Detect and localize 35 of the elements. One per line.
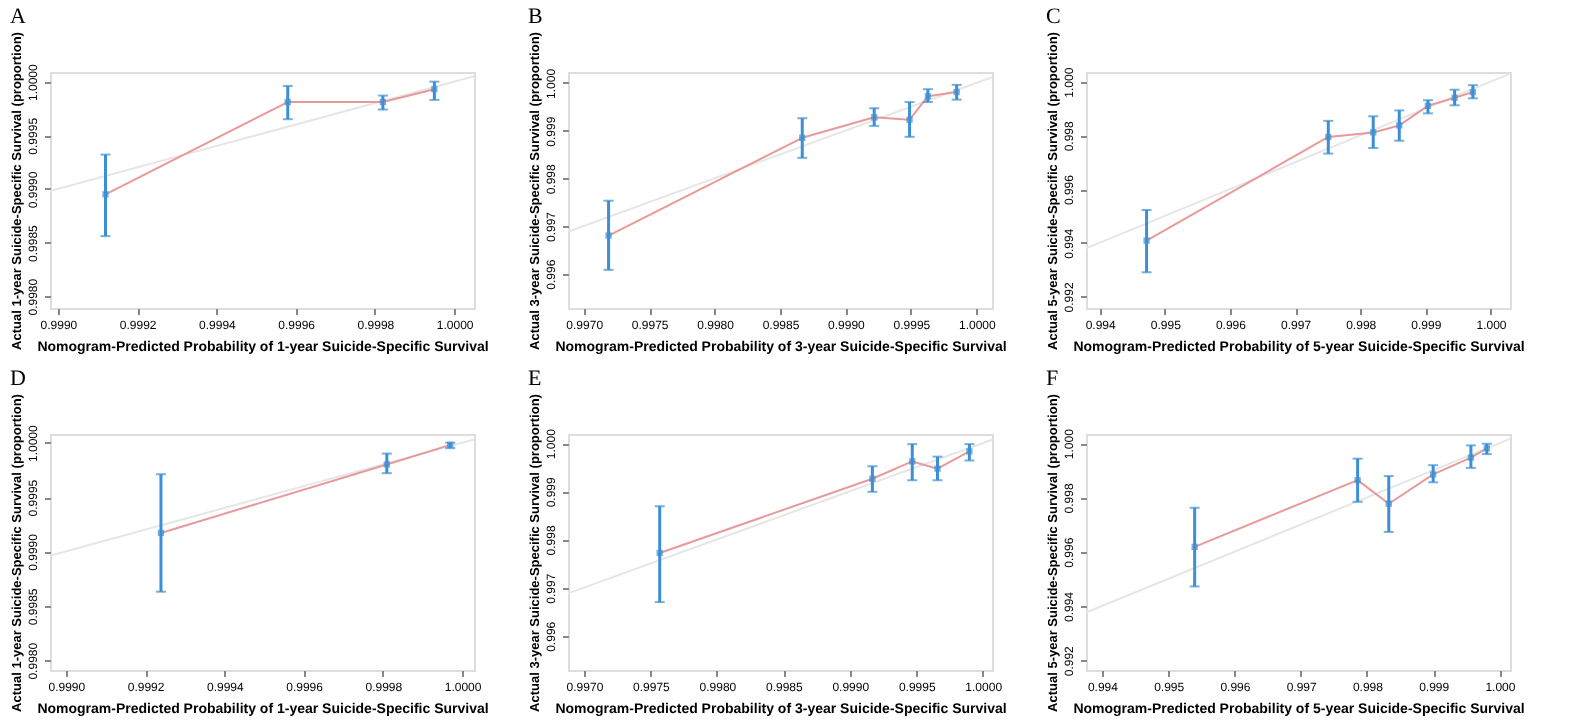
point: [906, 116, 913, 123]
chart-title: D: [10, 367, 26, 392]
point: [157, 529, 165, 537]
chart-title: A: [10, 5, 26, 30]
chart-title: F: [1046, 367, 1059, 392]
line-series: [658, 450, 971, 554]
point: [871, 114, 878, 121]
point: [966, 448, 973, 455]
chart-title: B: [528, 5, 543, 30]
point: [1451, 94, 1458, 101]
line-series: [607, 91, 958, 237]
point: [431, 86, 438, 93]
line-series: [1193, 447, 1488, 548]
chart-title: C: [1046, 5, 1061, 30]
point: [605, 232, 612, 239]
point: [102, 191, 109, 198]
point: [1325, 133, 1332, 141]
point: [1396, 122, 1403, 129]
point: [799, 134, 806, 141]
point: [1424, 102, 1432, 109]
chart-title: E: [528, 367, 542, 392]
point: [1191, 543, 1198, 551]
point: [284, 98, 291, 106]
point: [1143, 237, 1150, 244]
point: [383, 461, 390, 468]
point: [1467, 454, 1475, 461]
line-series: [1145, 91, 1474, 242]
point: [1354, 476, 1361, 484]
point: [1370, 129, 1377, 136]
point: [934, 465, 941, 472]
point: [869, 475, 876, 482]
point: [656, 549, 663, 557]
point: [1429, 471, 1437, 478]
point: [1385, 500, 1392, 507]
point: [909, 458, 916, 465]
